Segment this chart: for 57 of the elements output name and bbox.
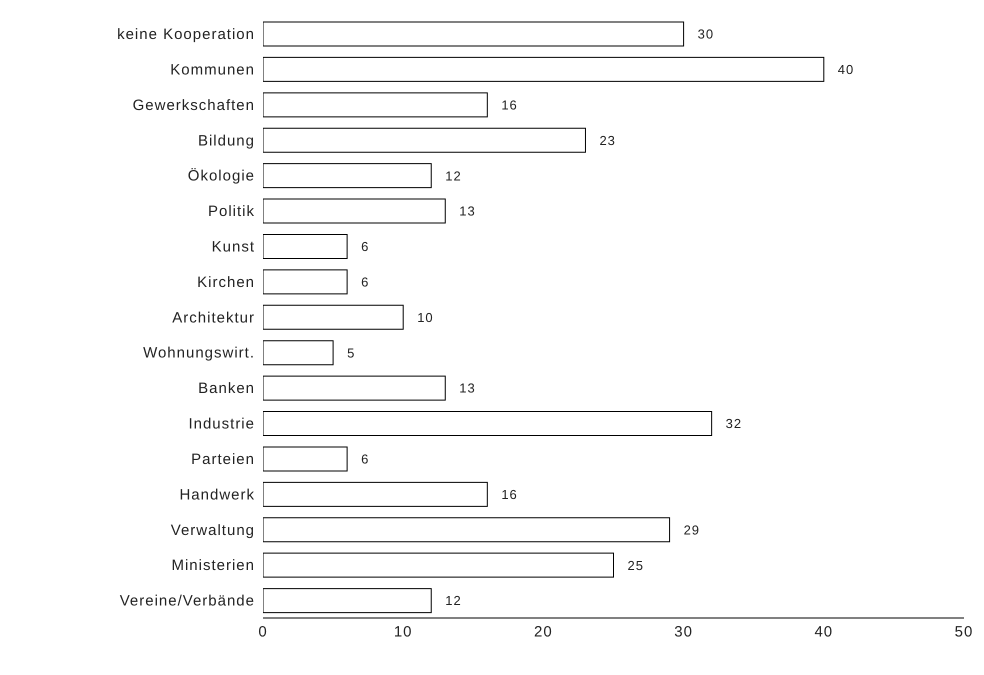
data-label: 12 (445, 168, 462, 184)
bar (263, 234, 348, 259)
data-label: 32 (726, 416, 742, 432)
data-label: 5 (347, 345, 356, 360)
data-label: 25 (628, 558, 644, 573)
data-label: 12 (445, 593, 462, 608)
y-tick-label: Handwerk (179, 486, 255, 504)
x-tick-label: 10 (394, 624, 413, 641)
bar (263, 56, 824, 82)
bar (263, 340, 334, 366)
y-tick-label: Banken (198, 380, 255, 398)
data-label: 30 (698, 26, 714, 42)
y-tick-label: Ökologie (188, 168, 255, 185)
y-tick-label: Kommunen (170, 61, 255, 78)
x-tick-label: 0 (258, 624, 268, 641)
y-tick-label: Architektur (172, 309, 255, 326)
y-tick-label: Parteien (191, 450, 255, 468)
bar (263, 517, 670, 542)
y-tick-label: Bildung (198, 132, 255, 150)
y-tick-label: Verwaltung (170, 522, 255, 539)
bar (263, 411, 712, 436)
data-label: 23 (599, 132, 616, 148)
bar (263, 376, 446, 401)
x-tick-label: 40 (814, 624, 834, 641)
bar (263, 446, 348, 472)
bar (263, 304, 404, 330)
data-label: 13 (459, 380, 476, 396)
bar (263, 198, 446, 224)
bar (263, 163, 432, 188)
y-tick-label: Ministerien (171, 557, 255, 574)
data-label: 16 (501, 486, 518, 502)
y-tick-label: keine Kooperation (117, 26, 255, 44)
y-tick-label: Industrie (188, 416, 255, 433)
data-label: 16 (501, 97, 518, 112)
y-tick-label: Gewerkschaften (132, 96, 255, 114)
bar (263, 269, 348, 294)
y-tick-label: Politik (208, 203, 255, 220)
y-tick-label: Wohnungswirt. (143, 344, 255, 362)
bar (263, 22, 684, 46)
data-label: 13 (459, 204, 476, 219)
y-tick-label: Vereine/Verbände (120, 592, 255, 610)
bar (263, 482, 488, 507)
y-tick-label: Kunst (212, 238, 255, 256)
bar (263, 128, 586, 153)
y-tick-label: Kirchen (197, 274, 255, 291)
data-label: 6 (361, 452, 370, 467)
data-label: 6 (361, 274, 370, 290)
data-label: 29 (684, 522, 700, 538)
x-tick-label: 50 (954, 624, 974, 641)
data-label: 10 (417, 310, 434, 325)
x-tick-label: 30 (674, 624, 693, 641)
bar (263, 92, 488, 118)
data-label: 40 (838, 62, 854, 78)
bar (263, 588, 432, 614)
bar (263, 552, 614, 578)
x-tick-label: 20 (534, 624, 553, 641)
data-label: 6 (361, 239, 370, 254)
